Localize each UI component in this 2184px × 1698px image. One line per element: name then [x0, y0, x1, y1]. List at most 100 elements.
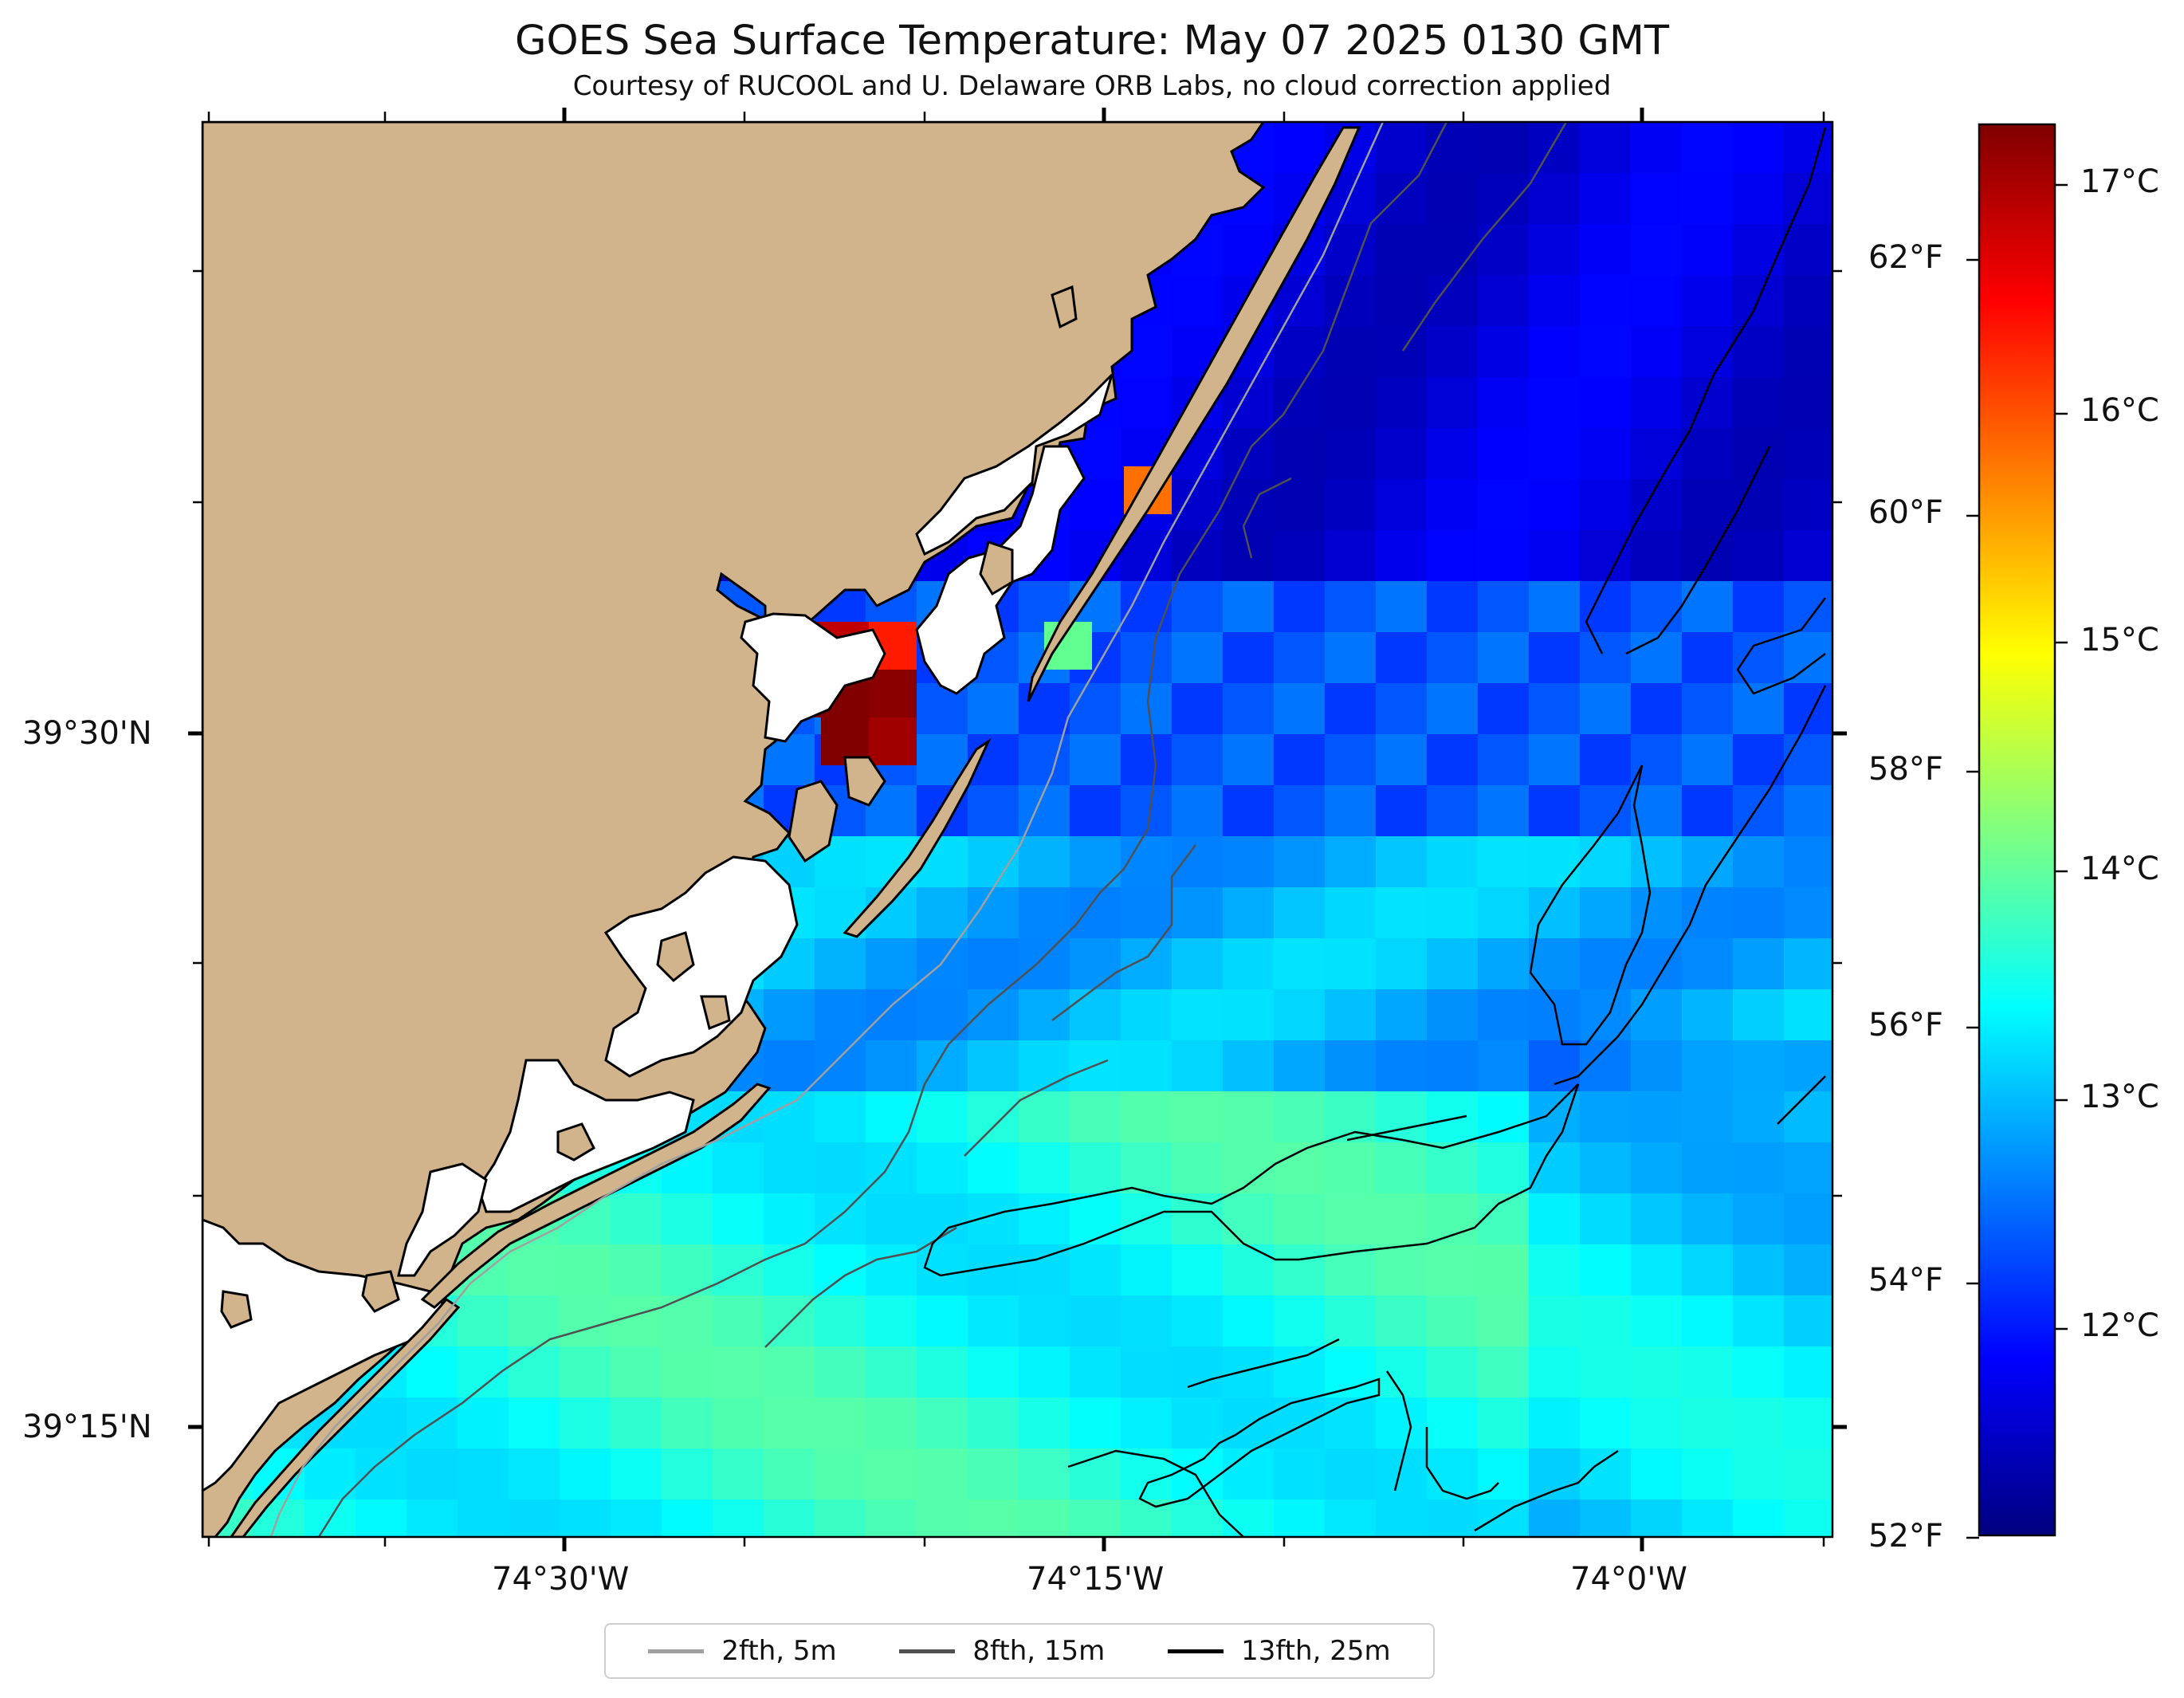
sst-cell [815, 1244, 866, 1296]
lon-label-74-30: 74°30'W [492, 1561, 630, 1598]
sst-cell [1529, 428, 1581, 480]
sst-cell [1580, 1091, 1632, 1143]
sst-cell [968, 683, 1019, 735]
sst-cell [1325, 836, 1377, 888]
sst-cell [1274, 1040, 1326, 1092]
cbar-f-52: 52°F [1868, 1518, 1943, 1555]
sst-cell [1427, 785, 1479, 837]
sst-cell [917, 1091, 968, 1143]
sst-cell [1529, 1295, 1581, 1347]
sst-cell [1580, 530, 1632, 582]
sst-cell [1223, 1244, 1275, 1296]
marsh-islands [220, 285, 1078, 1329]
sst-cell [1682, 1040, 1734, 1092]
sst-cell [1784, 989, 1832, 1041]
sst-cell [1631, 275, 1683, 327]
sst-cell [560, 1244, 611, 1296]
sst-cell [1019, 887, 1070, 939]
sst-cell [1274, 1346, 1326, 1398]
sst-cell [1682, 1397, 1734, 1449]
sst-cell [1070, 1295, 1121, 1347]
sst-cell [1733, 632, 1785, 684]
sst-cell [1274, 785, 1326, 837]
sst-cell [1631, 989, 1683, 1041]
sst-cell [1172, 581, 1224, 633]
sst-cell [1121, 1295, 1173, 1347]
sst-cell [1121, 1448, 1173, 1500]
sst-cell [968, 1295, 1019, 1347]
sst-cell [611, 1397, 662, 1449]
sst-cell [917, 1193, 968, 1245]
sst-cell [1580, 734, 1632, 786]
sst-cell [560, 1448, 611, 1500]
sst-cell [1478, 989, 1530, 1041]
sst-cell [1274, 1397, 1326, 1449]
sst-cell [1580, 1142, 1632, 1194]
sst-cell [1019, 1244, 1070, 1296]
sst-cell [1580, 1193, 1632, 1245]
sst-cell [1478, 1346, 1530, 1398]
sst-cell [1325, 683, 1377, 735]
sst-cell [1325, 1142, 1377, 1194]
sst-cell [1733, 1397, 1785, 1449]
sst-cell [1427, 377, 1479, 429]
sst-cell [1529, 1500, 1581, 1537]
sst-cell [1784, 683, 1832, 735]
sst-cell [1733, 1244, 1785, 1296]
sst-cell [1019, 734, 1070, 786]
cbar-c-17: 17°C [2080, 163, 2159, 200]
colorbar-ticks [1966, 183, 2068, 1539]
sst-cell [1427, 275, 1479, 327]
sst-cell [764, 1244, 815, 1296]
cbar-f-54: 54°F [1868, 1262, 1943, 1299]
sst-cell [1682, 785, 1734, 837]
sst-cell [1682, 275, 1734, 327]
sst-cell [1274, 1142, 1326, 1194]
sst-cell [1121, 632, 1173, 684]
sst-cell [1172, 1244, 1224, 1296]
sst-cell [917, 1142, 968, 1194]
sst-cell [1784, 1244, 1832, 1296]
sst-cell [1070, 938, 1121, 990]
sst-cell [1478, 1397, 1530, 1449]
sst-cell [1376, 275, 1428, 327]
sst-cell [1121, 1091, 1173, 1143]
sst-cell [866, 989, 917, 1041]
sst-cell [662, 1244, 713, 1296]
sst-cell [1172, 1142, 1224, 1194]
sst-cell [1121, 581, 1173, 633]
sst-cell [1019, 1295, 1070, 1347]
sst-cell [1325, 785, 1377, 837]
sst-cell [1172, 1346, 1224, 1398]
sst-cell [1427, 479, 1479, 531]
sst-cell [815, 1448, 866, 1500]
sst-cell [968, 938, 1019, 990]
sst-cell [407, 1448, 458, 1500]
sst-cell [713, 1244, 764, 1296]
sst-cell [968, 989, 1019, 1041]
sst-cell [1631, 581, 1683, 633]
sst-cell [1019, 1091, 1070, 1143]
sst-cell [1427, 428, 1479, 480]
sst-cell [1784, 1193, 1832, 1245]
sst-cell [1478, 326, 1530, 378]
sst-cell [1784, 224, 1832, 276]
sst-cell [1631, 1295, 1683, 1347]
sst-cell [1019, 989, 1070, 1041]
sst-cell [1172, 479, 1224, 531]
back-bay-water [915, 373, 1114, 556]
sst-cell [1223, 836, 1275, 888]
sst-cell [1121, 1397, 1173, 1449]
sst-cell [1631, 530, 1683, 582]
map-title: GOES Sea Surface Temperature: May 07 202… [514, 18, 1670, 65]
sst-cell [611, 1346, 662, 1398]
sst-cell [1478, 1142, 1530, 1194]
sst-cell [1631, 326, 1683, 378]
sst-cell [1121, 938, 1173, 990]
legend-line-13fth [1168, 1649, 1224, 1653]
sst-cell [1733, 1040, 1785, 1092]
sst-cell [1580, 1500, 1632, 1537]
sst-cell [1682, 683, 1734, 735]
sst-cell [1070, 785, 1121, 837]
sst-cell [713, 1142, 764, 1194]
